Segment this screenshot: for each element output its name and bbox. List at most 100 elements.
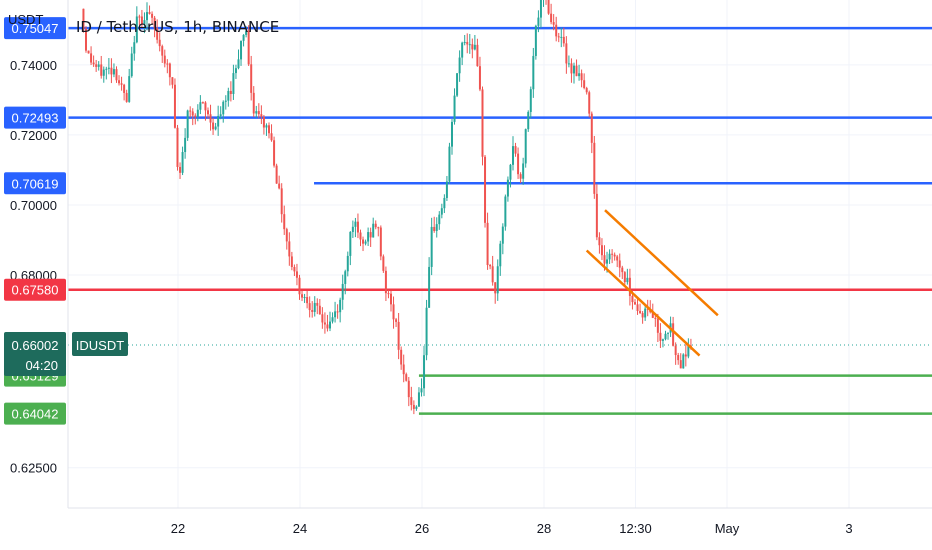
axis-unit-label: USDT — [8, 12, 44, 27]
candle-body — [593, 142, 596, 194]
candle-body — [372, 223, 375, 238]
candle-body — [255, 111, 258, 114]
candle-body — [484, 156, 487, 223]
candle-body — [328, 321, 331, 329]
candle-body — [123, 84, 126, 93]
candle-body — [428, 266, 431, 308]
candle-body — [344, 271, 347, 284]
candle-body — [125, 92, 128, 102]
candle-body — [478, 66, 481, 90]
candle-body — [417, 392, 420, 407]
candle-body — [273, 140, 276, 166]
candle-body — [613, 254, 616, 257]
candle-body — [379, 227, 382, 257]
candle-body — [186, 110, 189, 138]
candle-body — [387, 293, 390, 295]
candle-body — [534, 25, 537, 56]
x-tick-label: 24 — [293, 521, 307, 536]
candle-body — [377, 227, 380, 229]
candle-body — [90, 53, 93, 63]
candle-body — [562, 36, 565, 44]
candle-body — [600, 245, 603, 256]
candle-body — [303, 297, 306, 299]
candle-body — [105, 68, 108, 70]
candle-body — [301, 294, 304, 298]
candle-body — [110, 67, 113, 75]
candle-body — [661, 339, 664, 341]
price-badges: 0.750470.724930.706190.675800.651290.640… — [4, 17, 128, 425]
candle-body — [623, 272, 626, 283]
candle-body — [293, 267, 296, 272]
candle-body — [179, 166, 182, 173]
candle-body — [588, 92, 591, 114]
candle-body — [362, 239, 365, 244]
candle-body — [659, 332, 662, 341]
candle-body — [336, 311, 339, 313]
candle-body — [201, 102, 204, 104]
candle-body — [463, 41, 466, 43]
candle-body — [565, 43, 568, 64]
price-badge-label: 0.67580 — [12, 283, 59, 298]
candle-body — [351, 226, 354, 233]
channel-lines — [585, 209, 719, 357]
candle-body — [245, 30, 248, 35]
candle-body — [682, 354, 685, 369]
candle-body — [138, 16, 141, 18]
candle-body — [156, 28, 159, 40]
candle-body — [687, 345, 690, 357]
candle-body — [173, 84, 176, 128]
time-axis: 22 24 26 28 12:30 May 3 — [171, 521, 853, 536]
candle-body — [664, 333, 667, 340]
candle-body — [392, 304, 395, 320]
candle-body — [214, 126, 217, 130]
candle-body — [209, 114, 212, 123]
candle-body — [82, 8, 85, 29]
horizontal-levels — [68, 26, 932, 415]
candle-body — [461, 42, 464, 58]
candle-body — [133, 42, 136, 54]
candle-body — [453, 95, 456, 122]
candle-body — [468, 44, 471, 46]
candle-body — [194, 115, 197, 117]
candle-body — [374, 223, 377, 228]
candlesticks — [82, 0, 692, 415]
candle-body — [84, 28, 87, 51]
candle-body — [621, 267, 624, 273]
candle-body — [547, 0, 550, 14]
candle-body — [511, 146, 514, 165]
candle-body — [514, 146, 517, 154]
candle-body — [400, 349, 403, 365]
candle-body — [410, 397, 413, 405]
candle-body — [583, 80, 586, 89]
candle-body — [95, 64, 98, 67]
candle-body — [420, 388, 423, 393]
candle-body — [557, 36, 560, 38]
x-tick-label: 22 — [171, 521, 185, 536]
candle-body — [674, 345, 677, 356]
candle-body — [148, 12, 151, 14]
candle-body — [415, 406, 418, 409]
candle-body — [237, 59, 240, 69]
candle-body — [341, 283, 344, 300]
candle-body — [158, 39, 161, 47]
candle-body — [552, 22, 555, 25]
price-badge — [4, 106, 66, 129]
candle-body — [471, 44, 474, 50]
candle-body — [476, 44, 479, 67]
candle-body — [153, 17, 156, 29]
candle-body — [539, 0, 542, 18]
candle-body — [466, 41, 469, 45]
candle-body — [397, 321, 400, 350]
x-tick-label: 12:30 — [619, 521, 652, 536]
candle-body — [684, 354, 687, 357]
candle-body — [204, 102, 207, 111]
candle-body — [308, 303, 311, 311]
candle-body — [499, 243, 502, 267]
candle-body — [290, 256, 293, 268]
candle-body — [496, 266, 499, 294]
candle-body — [250, 64, 253, 93]
candle-body — [212, 122, 215, 130]
x-tick-label: 26 — [415, 521, 429, 536]
candle-body — [608, 253, 611, 260]
